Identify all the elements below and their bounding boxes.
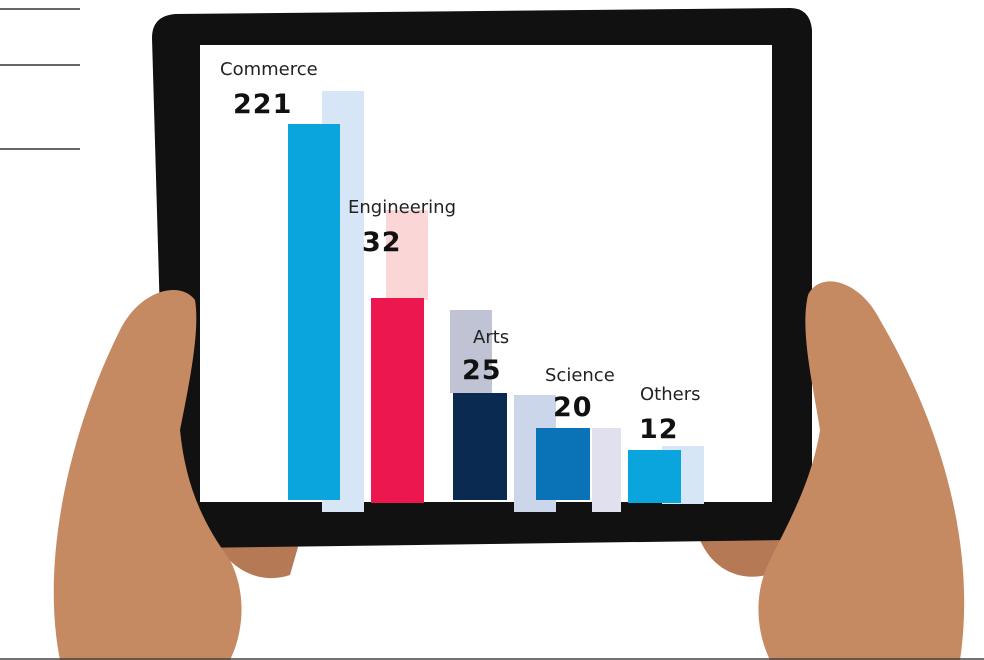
category-label: Science xyxy=(545,365,615,386)
bar xyxy=(453,393,507,500)
bar-shadow xyxy=(592,428,621,512)
category-label: Engineering xyxy=(348,197,456,218)
bar-shadow xyxy=(450,310,492,393)
value-label: 12 xyxy=(639,414,679,445)
bar-shadow xyxy=(386,210,428,300)
bar xyxy=(288,124,340,500)
value-label: 221 xyxy=(233,89,292,120)
bars xyxy=(288,91,704,512)
category-label: Others xyxy=(640,384,701,405)
left-hand xyxy=(53,290,242,660)
value-label: 25 xyxy=(462,355,502,386)
value-label: 20 xyxy=(553,392,593,423)
bar xyxy=(371,298,424,503)
decor-lines xyxy=(0,8,80,150)
bar xyxy=(628,450,681,503)
category-label: Arts xyxy=(473,327,509,348)
right-hand xyxy=(758,281,965,660)
value-label: 32 xyxy=(362,227,402,258)
category-label: Commerce xyxy=(220,59,318,80)
left-fingers xyxy=(215,540,300,579)
bar xyxy=(536,428,590,500)
